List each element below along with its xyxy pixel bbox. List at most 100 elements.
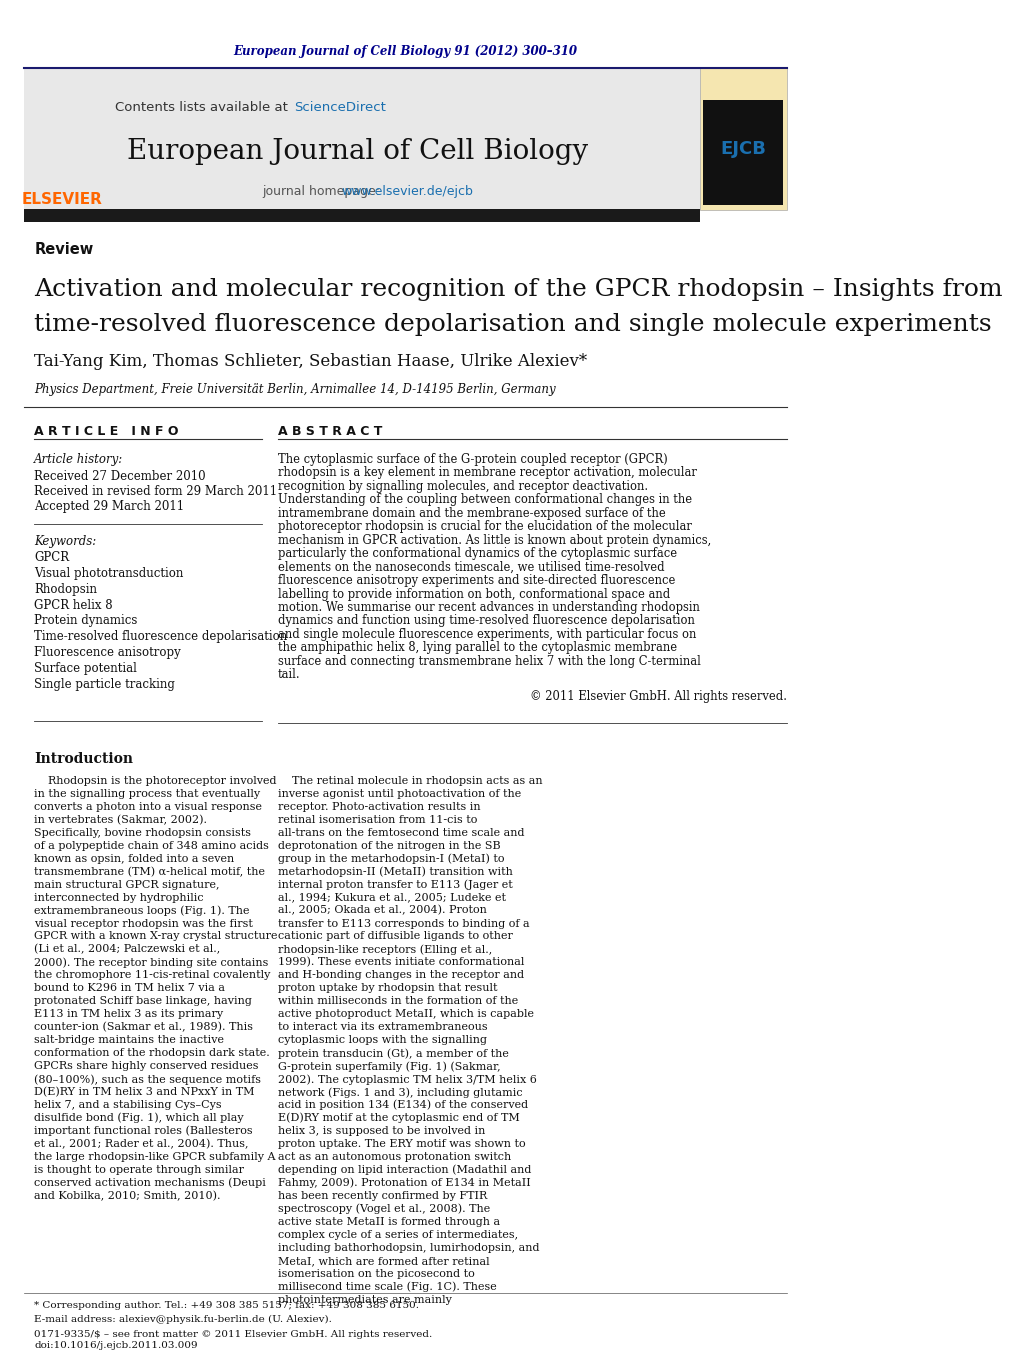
Text: to interact via its extramembraneous: to interact via its extramembraneous <box>278 1023 487 1032</box>
Text: (Li et al., 2004; Palczewski et al.,: (Li et al., 2004; Palczewski et al., <box>34 944 221 955</box>
Text: tail.: tail. <box>278 669 300 681</box>
Text: including bathorhodopsin, lumirhodopsin, and: including bathorhodopsin, lumirhodopsin,… <box>278 1243 539 1252</box>
Text: bound to K296 in TM helix 7 via a: bound to K296 in TM helix 7 via a <box>34 984 226 993</box>
Text: millisecond time scale (Fig. 1C). These: millisecond time scale (Fig. 1C). These <box>278 1282 496 1292</box>
Text: Accepted 29 March 2011: Accepted 29 March 2011 <box>34 500 184 512</box>
Text: © 2011 Elsevier GmbH. All rights reserved.: © 2011 Elsevier GmbH. All rights reserve… <box>530 690 786 703</box>
Text: and Kobilka, 2010; Smith, 2010).: and Kobilka, 2010; Smith, 2010). <box>34 1190 221 1201</box>
Text: ScienceDirect: ScienceDirect <box>294 101 386 115</box>
Text: E113 in TM helix 3 as its primary: E113 in TM helix 3 as its primary <box>34 1009 224 1020</box>
Text: (80–100%), such as the sequence motifs: (80–100%), such as the sequence motifs <box>34 1074 261 1085</box>
Text: * Corresponding author. Tel.: +49 308 385 5157; fax: +49 308 385 6150.: * Corresponding author. Tel.: +49 308 38… <box>34 1301 420 1310</box>
Text: Article history:: Article history: <box>34 453 124 466</box>
Text: al., 1994; Kukura et al., 2005; Ludeke et: al., 1994; Kukura et al., 2005; Ludeke e… <box>278 893 505 902</box>
Text: A B S T R A C T: A B S T R A C T <box>278 424 382 438</box>
Text: Keywords:: Keywords: <box>34 535 96 547</box>
Text: G-protein superfamily (Fig. 1) (Sakmar,: G-protein superfamily (Fig. 1) (Sakmar, <box>278 1061 500 1071</box>
Bar <box>700 68 786 209</box>
Text: E-mail address: alexiev@physik.fu-berlin.de (U. Alexiev).: E-mail address: alexiev@physik.fu-berlin… <box>34 1316 332 1324</box>
Text: protein transducin (Gt), a member of the: protein transducin (Gt), a member of the <box>278 1048 508 1059</box>
Text: Visual phototransduction: Visual phototransduction <box>34 566 184 580</box>
Text: doi:10.1016/j.ejcb.2011.03.009: doi:10.1016/j.ejcb.2011.03.009 <box>34 1342 198 1350</box>
Text: rhodopsin is a key element in membrane receptor activation, molecular: rhodopsin is a key element in membrane r… <box>278 466 696 480</box>
Text: counter-ion (Sakmar et al., 1989). This: counter-ion (Sakmar et al., 1989). This <box>34 1023 253 1032</box>
Text: depending on lipid interaction (Madathil and: depending on lipid interaction (Madathil… <box>278 1165 531 1175</box>
Text: proton uptake by rhodopsin that result: proton uptake by rhodopsin that result <box>278 984 497 993</box>
Text: Rhodopsin: Rhodopsin <box>34 582 97 596</box>
Text: helix 3, is supposed to be involved in: helix 3, is supposed to be involved in <box>278 1127 485 1136</box>
Text: cationic part of diffusible ligands to other: cationic part of diffusible ligands to o… <box>278 931 513 942</box>
Text: salt-bridge maintains the inactive: salt-bridge maintains the inactive <box>34 1035 225 1046</box>
Text: Introduction: Introduction <box>34 751 133 766</box>
Text: main structural GPCR signature,: main structural GPCR signature, <box>34 880 220 889</box>
Text: al., 2005; Okada et al., 2004). Proton: al., 2005; Okada et al., 2004). Proton <box>278 905 487 916</box>
Text: Specifically, bovine rhodopsin consists: Specifically, bovine rhodopsin consists <box>34 828 251 838</box>
Text: helix 7, and a stabilising Cys–Cys: helix 7, and a stabilising Cys–Cys <box>34 1100 222 1111</box>
Text: ELSEVIER: ELSEVIER <box>21 192 102 207</box>
Text: Understanding of the coupling between conformational changes in the: Understanding of the coupling between co… <box>278 493 692 507</box>
Text: metarhodopsin-II (MetaII) transition with: metarhodopsin-II (MetaII) transition wit… <box>278 866 513 877</box>
Text: GPCR helix 8: GPCR helix 8 <box>34 598 112 612</box>
Bar <box>23 68 786 209</box>
Text: dynamics and function using time-resolved fluorescence depolarisation: dynamics and function using time-resolve… <box>278 615 694 627</box>
Text: transmembrane (TM) α-helical motif, the: transmembrane (TM) α-helical motif, the <box>34 866 265 877</box>
Text: important functional roles (Ballesteros: important functional roles (Ballesteros <box>34 1125 253 1136</box>
Text: known as opsin, folded into a seven: known as opsin, folded into a seven <box>34 854 235 863</box>
Text: GPCRs share highly conserved residues: GPCRs share highly conserved residues <box>34 1062 258 1071</box>
Text: disulfide bond (Fig. 1), which all play: disulfide bond (Fig. 1), which all play <box>34 1113 244 1124</box>
Text: The cytoplasmic surface of the G-protein coupled receptor (GPCR): The cytoplasmic surface of the G-protein… <box>278 453 668 466</box>
Text: Received 27 December 2010: Received 27 December 2010 <box>34 470 206 482</box>
Text: interconnected by hydrophilic: interconnected by hydrophilic <box>34 893 204 902</box>
Text: acid in position 134 (E134) of the conserved: acid in position 134 (E134) of the conse… <box>278 1100 528 1111</box>
Text: proton uptake. The ERY motif was shown to: proton uptake. The ERY motif was shown t… <box>278 1139 526 1150</box>
Text: E(D)RY motif at the cytoplasmic end of TM: E(D)RY motif at the cytoplasmic end of T… <box>278 1113 520 1124</box>
Text: has been recently confirmed by FTIR: has been recently confirmed by FTIR <box>278 1192 487 1201</box>
Text: photoreceptor rhodopsin is crucial for the elucidation of the molecular: photoreceptor rhodopsin is crucial for t… <box>278 520 691 534</box>
Text: surface and connecting transmembrane helix 7 with the long C-terminal: surface and connecting transmembrane hel… <box>278 655 700 667</box>
Text: within milliseconds in the formation of the: within milliseconds in the formation of … <box>278 997 518 1006</box>
Text: particularly the conformational dynamics of the cytoplasmic surface: particularly the conformational dynamics… <box>278 547 677 561</box>
Text: the large rhodopsin-like GPCR subfamily A: the large rhodopsin-like GPCR subfamily … <box>34 1152 276 1162</box>
Text: 0171-9335/$ – see front matter © 2011 Elsevier GmbH. All rights reserved.: 0171-9335/$ – see front matter © 2011 El… <box>34 1331 432 1339</box>
Text: Surface potential: Surface potential <box>34 662 137 676</box>
Text: A R T I C L E   I N F O: A R T I C L E I N F O <box>34 424 179 438</box>
Text: journal homepage:: journal homepage: <box>262 185 384 199</box>
Text: and H-bonding changes in the receptor and: and H-bonding changes in the receptor an… <box>278 970 524 981</box>
Text: motion. We summarise our recent advances in understanding rhodopsin: motion. We summarise our recent advances… <box>278 601 699 613</box>
Text: cytoplasmic loops with the signalling: cytoplasmic loops with the signalling <box>278 1035 487 1046</box>
Text: Review: Review <box>34 242 93 257</box>
Text: isomerisation on the picosecond to: isomerisation on the picosecond to <box>278 1269 475 1279</box>
Text: all-trans on the femtosecond time scale and: all-trans on the femtosecond time scale … <box>278 828 525 838</box>
Text: act as an autonomous protonation switch: act as an autonomous protonation switch <box>278 1152 512 1162</box>
Text: fluorescence anisotropy experiments and site-directed fluorescence: fluorescence anisotropy experiments and … <box>278 574 675 588</box>
Text: deprotonation of the nitrogen in the SB: deprotonation of the nitrogen in the SB <box>278 840 500 851</box>
Text: in the signalling process that eventually: in the signalling process that eventuall… <box>34 789 260 798</box>
Text: labelling to provide information on both, conformational space and: labelling to provide information on both… <box>278 588 670 601</box>
Text: Physics Department, Freie Universität Berlin, Arnimallee 14, D-14195 Berlin, Ger: Physics Department, Freie Universität Be… <box>34 382 555 396</box>
Text: Contents lists available at: Contents lists available at <box>115 101 292 115</box>
Text: elements on the nanoseconds timescale, we utilised time-resolved: elements on the nanoseconds timescale, w… <box>278 561 665 574</box>
Text: Single particle tracking: Single particle tracking <box>34 678 175 692</box>
Text: Rhodopsin is the photoreceptor involved: Rhodopsin is the photoreceptor involved <box>34 775 277 786</box>
Text: converts a photon into a visual response: converts a photon into a visual response <box>34 801 262 812</box>
Text: European Journal of Cell Biology 91 (2012) 300–310: European Journal of Cell Biology 91 (201… <box>233 46 577 58</box>
Text: D(E)RY in TM helix 3 and NPxxY in TM: D(E)RY in TM helix 3 and NPxxY in TM <box>34 1088 254 1097</box>
Text: 2000). The receptor binding site contains: 2000). The receptor binding site contain… <box>34 957 269 967</box>
Text: transfer to E113 corresponds to binding of a: transfer to E113 corresponds to binding … <box>278 919 530 928</box>
Text: time-resolved fluorescence depolarisation and single molecule experiments: time-resolved fluorescence depolarisatio… <box>34 313 991 336</box>
Text: and single molecule fluorescence experiments, with particular focus on: and single molecule fluorescence experim… <box>278 628 696 640</box>
Text: GPCR with a known X-ray crystal structure: GPCR with a known X-ray crystal structur… <box>34 931 278 942</box>
Text: in vertebrates (Sakmar, 2002).: in vertebrates (Sakmar, 2002). <box>34 815 207 825</box>
Text: group in the metarhodopsin-I (MetaI) to: group in the metarhodopsin-I (MetaI) to <box>278 854 504 863</box>
Text: protonated Schiff base linkage, having: protonated Schiff base linkage, having <box>34 997 252 1006</box>
Text: The retinal molecule in rhodopsin acts as an: The retinal molecule in rhodopsin acts a… <box>278 775 542 786</box>
Text: photointermediates are mainly: photointermediates are mainly <box>278 1294 451 1305</box>
Text: active state MetaII is formed through a: active state MetaII is formed through a <box>278 1217 500 1227</box>
Text: www.elsevier.de/ejcb: www.elsevier.de/ejcb <box>341 185 473 199</box>
Text: EJCB: EJCB <box>720 139 766 158</box>
Text: inverse agonist until photoactivation of the: inverse agonist until photoactivation of… <box>278 789 521 798</box>
Text: complex cycle of a series of intermediates,: complex cycle of a series of intermediat… <box>278 1229 518 1240</box>
Text: the chromophore 11-cis-retinal covalently: the chromophore 11-cis-retinal covalentl… <box>34 970 271 981</box>
Text: Fahmy, 2009). Protonation of E134 in MetaII: Fahmy, 2009). Protonation of E134 in Met… <box>278 1178 531 1189</box>
Text: Activation and molecular recognition of the GPCR rhodopsin – Insights from: Activation and molecular recognition of … <box>34 278 1003 301</box>
